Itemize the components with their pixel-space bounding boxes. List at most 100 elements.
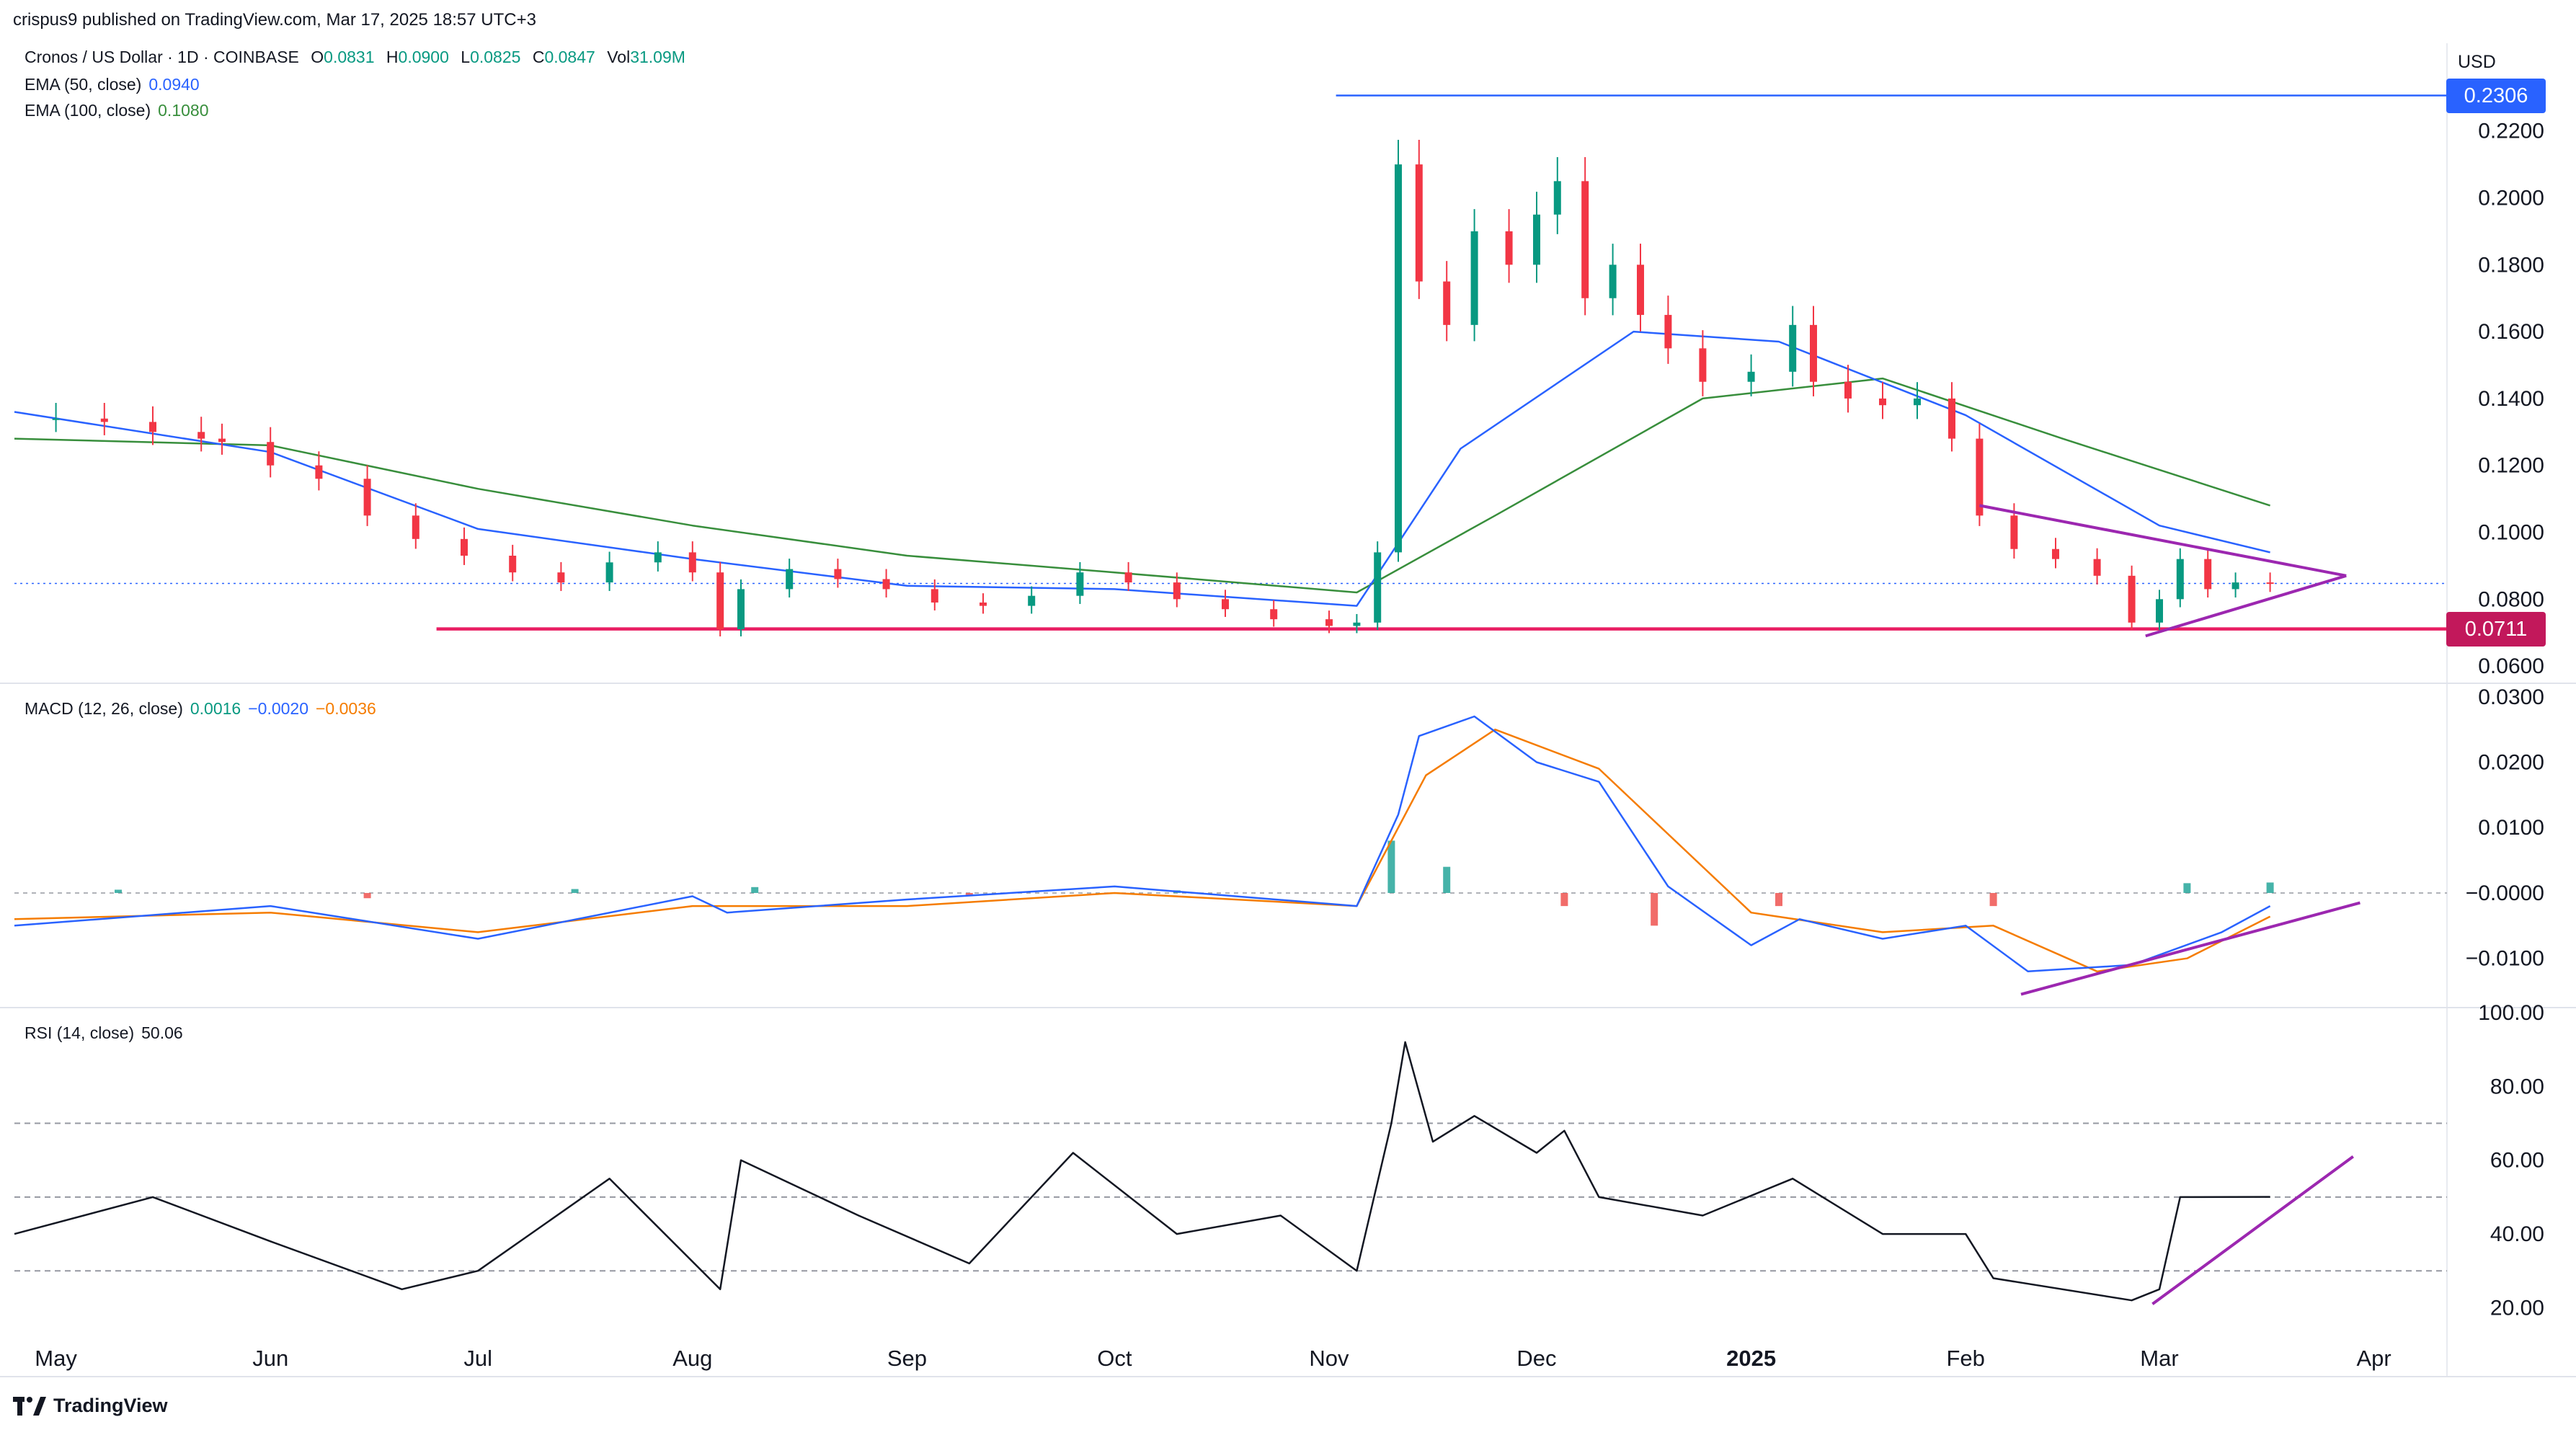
price-candle [2231, 582, 2239, 590]
price-axis-tick: 0.1000 [2478, 521, 2544, 545]
price-candle [1325, 619, 1333, 626]
triangle-upper-line [1979, 504, 2347, 577]
time-axis-tick: May [35, 1346, 77, 1371]
price-candle [1879, 398, 1886, 406]
price-axis-tick: 0.0600 [2478, 654, 2544, 678]
resistance-price-tag: 0.2306 [2446, 78, 2546, 113]
macd-histogram-bar [1651, 892, 1658, 926]
macd-histogram-bar [1387, 840, 1395, 893]
price-candle [1415, 164, 1423, 282]
price-candle [363, 479, 371, 516]
price-candle [2052, 548, 2059, 559]
price-candle [605, 562, 613, 583]
price-axis-tick: 0.2000 [2478, 187, 2544, 210]
close-value: 0.0847 [544, 48, 595, 66]
time-axis-tick: Oct [1097, 1346, 1132, 1371]
time-axis-tick: Jul [463, 1346, 492, 1371]
time-axis-tick: Mar [2140, 1346, 2178, 1371]
ema50-legend: EMA (50, close) 0.0940 [25, 74, 200, 95]
price-candle [2204, 559, 2212, 590]
rsi-label: RSI (14, close) [25, 1023, 135, 1042]
macd-label: MACD (12, 26, close) [25, 699, 183, 718]
price-candle [1699, 348, 1707, 382]
price-candle [1976, 438, 1984, 516]
macd-axis-tick: 0.0200 [2478, 751, 2544, 775]
price-candle [1353, 622, 1361, 626]
price-candle [834, 569, 842, 579]
ema50-value: 0.0940 [148, 75, 200, 94]
rsi-value: 50.06 [141, 1023, 183, 1042]
price-candle [980, 602, 987, 606]
macd-axis-tick: 0.0100 [2478, 816, 2544, 840]
symbol-name: Cronos / US Dollar · 1D · COINBASE [25, 48, 299, 66]
macd-histogram-bar [965, 892, 973, 897]
volume-unit: M [671, 48, 685, 66]
macd-histogram-bar [1989, 892, 1997, 907]
price-candle [1222, 599, 1229, 610]
ema100-label: EMA (100, close) [25, 101, 151, 120]
time-axis-tick: Jun [252, 1346, 288, 1371]
time-axis-tick: Dec [1516, 1346, 1556, 1371]
price-candle [931, 589, 938, 603]
price-candle [1948, 398, 1955, 439]
price-candle [557, 572, 565, 583]
price-candle [2010, 515, 2018, 549]
time-axis-tick: Aug [672, 1346, 712, 1371]
price-candle [2176, 559, 2184, 600]
currency-label: USD [2458, 52, 2496, 72]
price-candle [1124, 572, 1132, 583]
rsi-axis-tick: 20.00 [2490, 1296, 2544, 1320]
price-candle [100, 418, 108, 422]
low-label: L [461, 48, 471, 66]
macd-histogram-bar [2266, 882, 2274, 893]
ema50-line [14, 330, 2270, 607]
price-axis-tick: 0.0800 [2478, 587, 2544, 611]
macd-trend-line [2020, 901, 2360, 996]
price-candle [52, 418, 60, 420]
price-candle [1505, 231, 1513, 265]
price-candle [1470, 231, 1478, 325]
ema100-legend: EMA (100, close) 0.1080 [25, 99, 209, 121]
macd-histogram-bar [2183, 883, 2191, 893]
price-candle [654, 552, 662, 563]
publisher-line: crispus9 published on TradingView.com, M… [13, 10, 536, 30]
price-axis-tick: 0.1800 [2478, 253, 2544, 277]
macd-axis-tick: −0.0100 [2466, 947, 2544, 971]
time-axis-tick: 2025 [1726, 1346, 1776, 1371]
time-axis-tick: Sep [887, 1346, 927, 1371]
price-candle [2128, 575, 2136, 623]
rsi-axis-tick: 100.00 [2478, 1001, 2544, 1025]
open-label: O [311, 48, 324, 66]
price-candle [882, 579, 890, 590]
macd-histogram-bar [115, 889, 122, 893]
price-candle [1028, 595, 1036, 606]
price-candle [1914, 398, 1921, 406]
ema50-label: EMA (50, close) [25, 75, 142, 94]
macd-histogram-bar [1560, 892, 1568, 907]
macd-histogram-bar [751, 887, 759, 893]
price-candle [315, 465, 323, 479]
triangle-lower-line [2145, 574, 2347, 638]
price-candle [1553, 181, 1561, 215]
macd-histogram-bar [571, 889, 579, 893]
macd-axis-tick: −0.0000 [2466, 881, 2544, 905]
volume-value: 31.09 [630, 48, 672, 66]
price-candle [412, 515, 419, 539]
macd-hist-value: 0.0016 [190, 699, 241, 718]
price-axis-tick: 0.2200 [2478, 120, 2544, 143]
price-candle [1844, 381, 1852, 399]
close-label: C [532, 48, 545, 66]
price-candle [688, 552, 696, 573]
rsi-axis-tick: 60.00 [2490, 1149, 2544, 1173]
price-candle [461, 538, 468, 556]
macd-histogram-bar [363, 892, 371, 899]
price-candle [1664, 314, 1672, 349]
price-candle [1747, 371, 1755, 382]
macd-signal-line [14, 728, 2271, 973]
time-axis-tick: Nov [1309, 1346, 1349, 1371]
macd-legend: MACD (12, 26, close) 0.0016 −0.0020 −0.0036 [25, 698, 376, 719]
price-candle [1076, 572, 1084, 596]
rsi-line [14, 1041, 2270, 1302]
